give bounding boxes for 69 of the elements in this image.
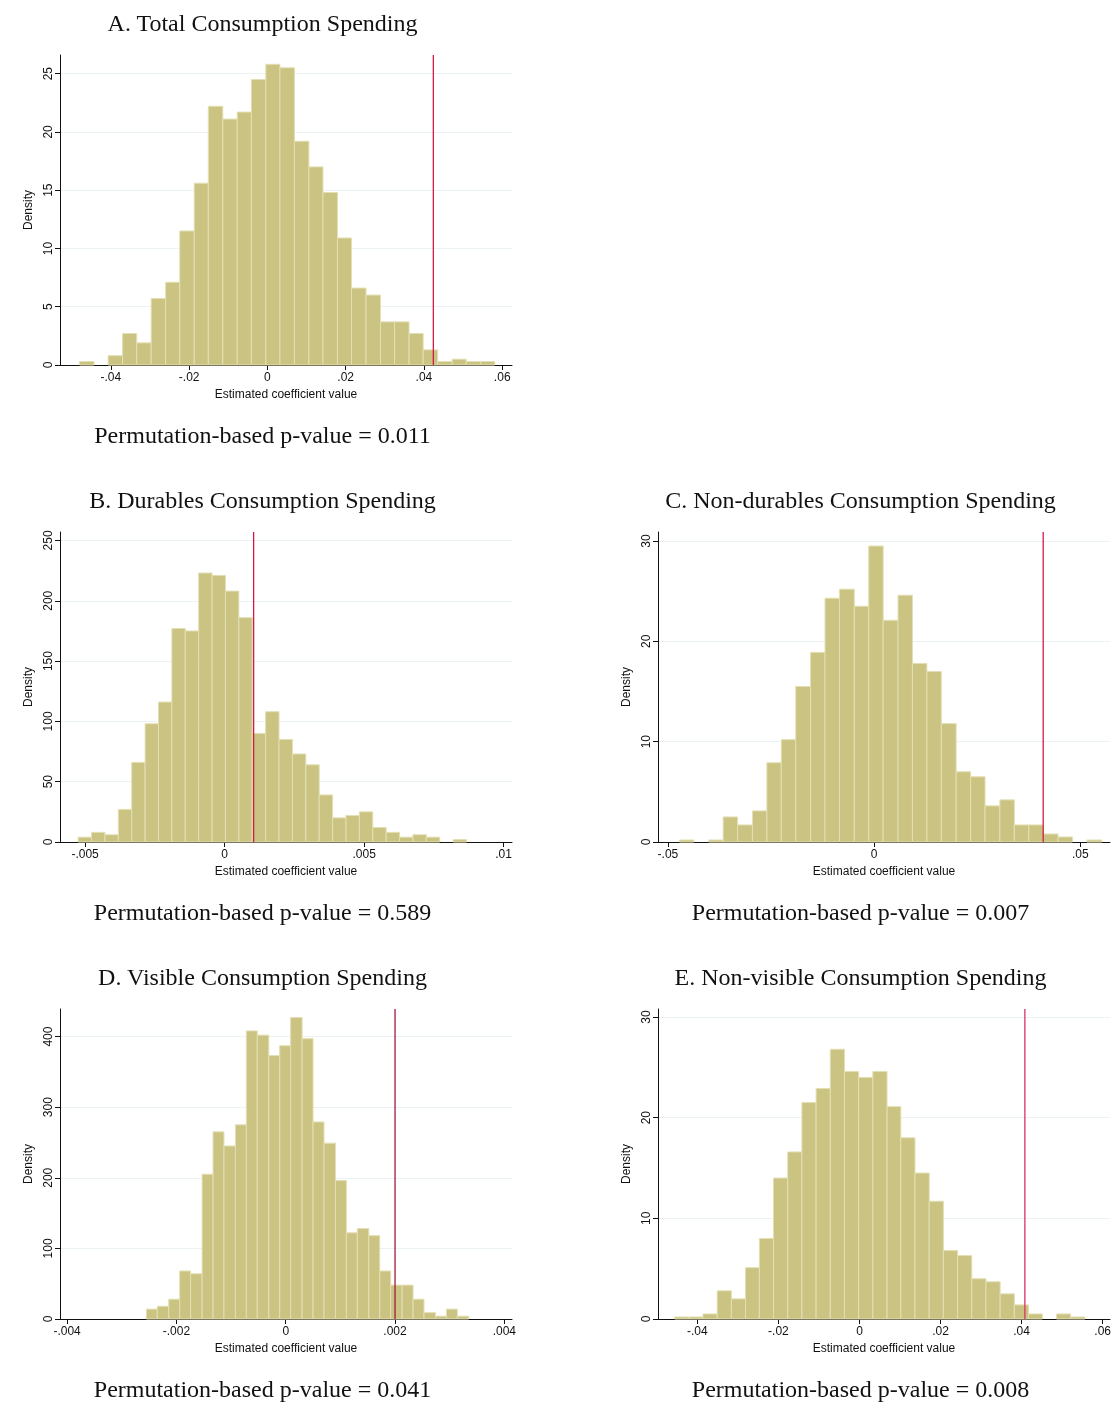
x-axis-title: Estimated coefficient value bbox=[214, 863, 358, 878]
x-axis-title: Estimated coefficient value bbox=[812, 863, 956, 878]
y-tick-label: 400 bbox=[41, 1026, 55, 1047]
x-tick-label: .02 bbox=[932, 1324, 950, 1338]
x-tick-label: 0 bbox=[221, 847, 229, 861]
y-axis-title: Density bbox=[21, 1143, 35, 1185]
x-tick-label: -.04 bbox=[686, 1324, 708, 1338]
y-tick-label: 10 bbox=[639, 1211, 653, 1226]
x-tick-label: .01 bbox=[495, 847, 513, 861]
x-tick-label: -.05 bbox=[657, 847, 679, 861]
y-tick-label: 200 bbox=[41, 590, 55, 611]
y-tick-label: 10 bbox=[41, 241, 55, 256]
x-tick-label: .04 bbox=[415, 370, 433, 384]
x-tick-label: -.004 bbox=[53, 1324, 82, 1338]
x-axis-title: Estimated coefficient value bbox=[214, 1340, 358, 1355]
x-tick-label: -.005 bbox=[71, 847, 100, 861]
y-tick-label: 0 bbox=[639, 1315, 653, 1323]
y-tick-label: 200 bbox=[41, 1167, 55, 1188]
text: Permutation-based p-value = 0.041 bbox=[93, 1376, 432, 1402]
y-tick-label: 0 bbox=[41, 838, 55, 846]
y-tick-label: 50 bbox=[41, 774, 55, 789]
y-axis-title: Density bbox=[21, 666, 35, 708]
text: Permutation-based p-value = 0.007 bbox=[691, 899, 1030, 925]
y-axis-title: Density bbox=[619, 1143, 633, 1185]
x-tick-label: -.02 bbox=[768, 1324, 790, 1338]
y-tick-label: 150 bbox=[41, 650, 55, 672]
x-tick-label: -.02 bbox=[178, 370, 200, 384]
y-tick-label: 0 bbox=[41, 361, 55, 369]
x-tick-label: -.04 bbox=[100, 370, 122, 384]
x-tick-label: .06 bbox=[1094, 1324, 1112, 1338]
y-tick-label: 5 bbox=[41, 303, 55, 311]
y-axis-title: Density bbox=[21, 189, 35, 231]
y-tick-label: 15 bbox=[41, 183, 55, 197]
y-tick-label: 20 bbox=[639, 1110, 653, 1125]
y-tick-label: 20 bbox=[41, 124, 55, 139]
x-tick-label: .04 bbox=[1013, 1324, 1031, 1338]
text: Permutation-based p-value = 0.589 bbox=[93, 899, 432, 925]
chart-title: E. Non-visible Consumption Spending bbox=[674, 964, 1047, 990]
x-tick-label: .002 bbox=[383, 1324, 408, 1338]
x-axis-title: Estimated coefficient value bbox=[214, 386, 358, 401]
y-tick-label: 300 bbox=[41, 1096, 55, 1118]
y-tick-label: 10 bbox=[639, 734, 653, 749]
y-tick-label: 20 bbox=[639, 634, 653, 649]
x-tick-label: .02 bbox=[337, 370, 355, 384]
y-tick-label: 0 bbox=[639, 838, 653, 846]
chart-title: C. Non-durables Consumption Spending bbox=[665, 487, 1056, 513]
x-tick-label: 0 bbox=[856, 1324, 864, 1338]
x-tick-label: -.002 bbox=[162, 1324, 191, 1338]
chart-title: A. Total Consumption Spending bbox=[107, 10, 418, 36]
text: Permutation-based p-value = 0.011 bbox=[94, 422, 431, 448]
y-tick-label: 100 bbox=[41, 711, 55, 732]
x-tick-label: 0 bbox=[282, 1324, 290, 1338]
x-tick-label: .005 bbox=[352, 847, 377, 861]
y-tick-label: 0 bbox=[41, 1315, 55, 1323]
y-tick-label: 100 bbox=[41, 1238, 55, 1259]
x-tick-label: .05 bbox=[1071, 847, 1089, 861]
y-tick-label: 250 bbox=[41, 530, 55, 551]
text: Permutation-based p-value = 0.008 bbox=[691, 1376, 1030, 1402]
x-axis-title: Estimated coefficient value bbox=[812, 1340, 956, 1355]
chart-title: B. Durables Consumption Spending bbox=[89, 487, 436, 513]
x-tick-label: 0 bbox=[264, 370, 272, 384]
chart-title: D. Visible Consumption Spending bbox=[98, 964, 427, 990]
x-tick-label: .004 bbox=[492, 1324, 517, 1338]
x-tick-label: 0 bbox=[870, 847, 878, 861]
x-tick-label: .06 bbox=[493, 370, 511, 384]
y-tick-label: 30 bbox=[639, 534, 653, 548]
y-tick-label: 25 bbox=[41, 66, 55, 81]
y-axis-title: Density bbox=[619, 666, 633, 708]
y-tick-label: 30 bbox=[639, 1010, 653, 1024]
